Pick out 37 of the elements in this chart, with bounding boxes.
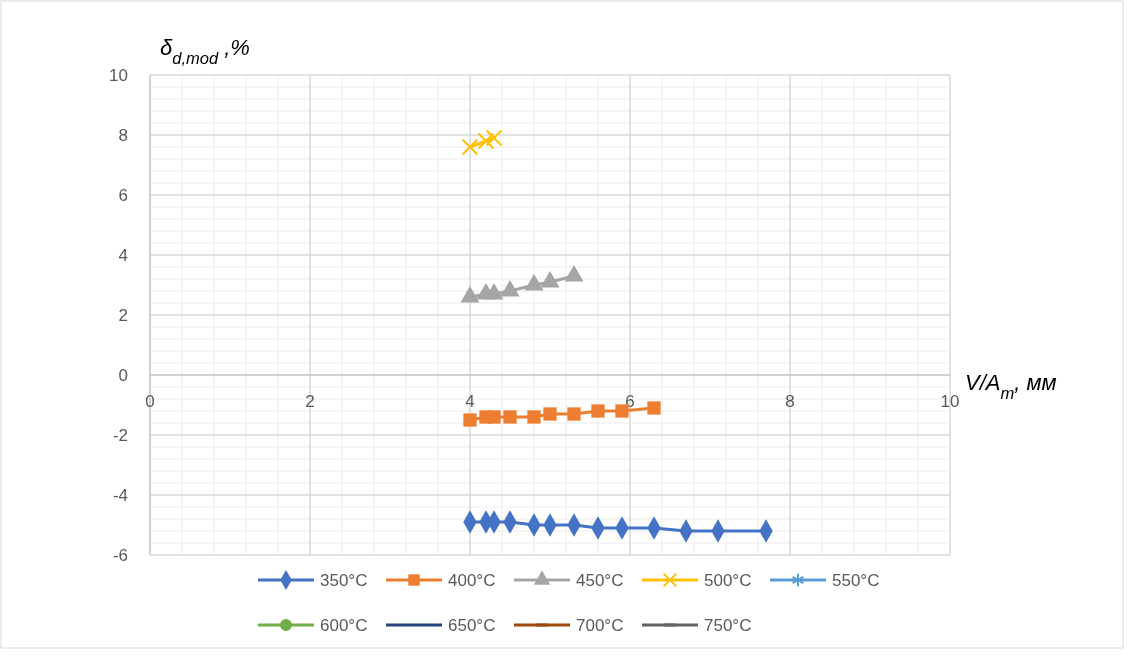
legend-label: 450°C [576,571,624,590]
point [647,401,661,415]
y-tick-label: -6 [112,546,128,565]
x-tick-label: 8 [785,392,795,411]
legend-label: 600°C [320,616,368,635]
y-tick-label: -4 [112,486,128,505]
point [461,138,479,156]
y-tick-label: 4 [118,246,128,265]
y-tick-label: 6 [118,186,128,205]
legend-label: 500°C [704,571,752,590]
point [463,413,477,427]
y-tick-label: 2 [118,306,128,325]
point [527,410,541,424]
legend-label: 650°C [448,616,496,635]
point [487,410,501,424]
y-tick-label: 8 [118,126,128,145]
x-axis-title: V/A$_{m}$, мм [965,370,1057,402]
y-axis-title: δ$_{d,mod}$ ,% [160,35,250,67]
y-tick-label: 0 [118,366,128,385]
legend-label: 550°C [832,571,880,590]
legend-label: 350°C [320,571,368,590]
legend-label: 750°C [704,616,752,635]
legend-label: 400°C [448,571,496,590]
legend-label: 700°C [576,616,624,635]
x-tick-label: 4 [465,392,475,411]
x-tick-label: 0 [145,392,155,411]
point [591,404,605,418]
point [543,407,557,421]
point [567,407,581,421]
x-tick-label: 2 [305,392,315,411]
point [503,410,517,424]
y-tick-label: -2 [112,426,128,445]
point [485,129,503,147]
point [477,132,495,150]
y-tick-label: 10 [109,66,128,85]
x-tick-label: 10 [940,392,960,411]
x-tick-label: 6 [625,392,635,411]
